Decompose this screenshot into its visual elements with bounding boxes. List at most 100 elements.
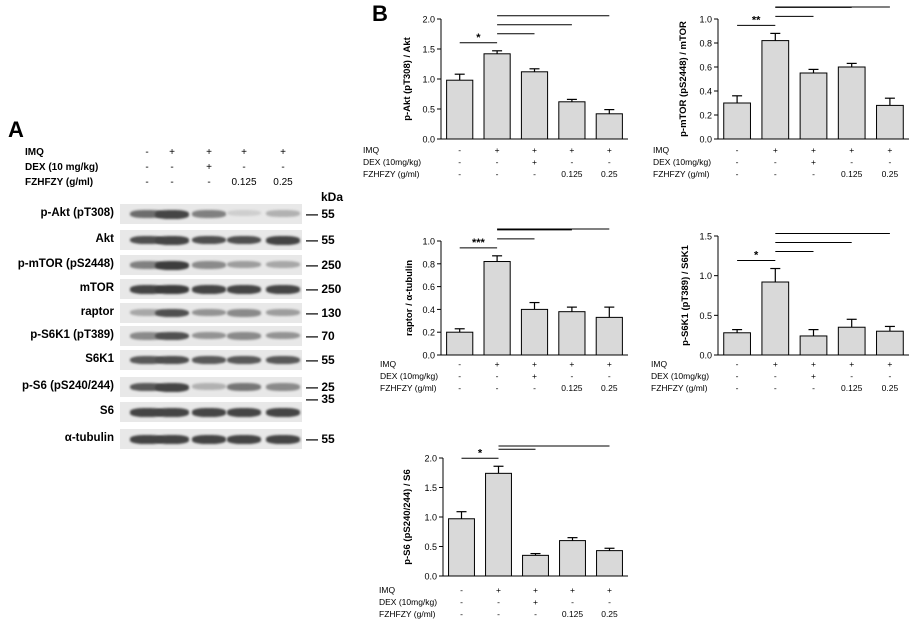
y-tick-label: 0.5	[424, 542, 437, 552]
y-tick-label: 0.0	[699, 351, 712, 361]
treatment-value: 0.125	[561, 169, 583, 179]
bar	[876, 104, 904, 140]
blot-band	[192, 332, 226, 340]
bar	[520, 71, 549, 140]
kda-marker: — 35	[306, 392, 335, 406]
y-tick-label: 0.4	[699, 87, 712, 97]
panel-label-b: B	[372, 1, 388, 26]
blot-band	[266, 435, 300, 444]
blot-band	[155, 332, 189, 341]
treatment-value: -	[812, 383, 815, 393]
significance-label: *	[754, 250, 759, 262]
y-tick-label: 0.0	[422, 135, 435, 145]
y-tick-label: 0.2	[699, 111, 712, 121]
y-tick-label: 1.0	[424, 513, 437, 523]
blot-band	[192, 285, 226, 294]
treatment-value: 0.125	[841, 169, 863, 179]
treatment-value: -	[496, 169, 499, 179]
treatment-value: +	[280, 147, 286, 158]
treatment-value: +	[570, 585, 575, 595]
bar	[485, 472, 512, 577]
treatment-value: +	[887, 145, 892, 155]
treatment-value: 0.125	[841, 383, 863, 393]
y-tick-label: 0.4	[422, 305, 435, 315]
bar	[837, 326, 866, 356]
blot-band	[130, 332, 164, 340]
treatment-value: -	[774, 169, 777, 179]
treatment-value: 0.25	[273, 177, 293, 188]
blot-band	[130, 210, 164, 218]
kda-header: kDa	[321, 190, 344, 204]
treatment-value: -	[145, 177, 149, 188]
kda-marker: — 70	[306, 329, 335, 343]
y-axis-label: p-mTOR (pS2448) / mTOR	[678, 21, 689, 137]
blot-row-label: p-S6K1 (pT389)	[30, 329, 114, 341]
treatment-value: 0.25	[601, 383, 618, 393]
blot-row-label: p-Akt (pT308)	[40, 207, 114, 219]
treatment-row-label: IMQ	[653, 145, 669, 155]
treatment-value: -	[170, 177, 174, 188]
treatment-value: -	[736, 169, 739, 179]
treatment-value: -	[850, 371, 853, 381]
treatment-row-label: DEX (10mg/kg)	[653, 157, 711, 167]
blot-band	[130, 261, 164, 269]
treatment-row-label: FZHFZY (g/ml)	[363, 169, 420, 179]
treatment-value: -	[888, 371, 891, 381]
blot-band	[266, 332, 300, 340]
bar	[448, 518, 475, 577]
blot-band	[227, 383, 261, 391]
treatment-value: +	[206, 147, 212, 158]
treatment-value: -	[736, 145, 739, 155]
treatment-value: -	[458, 359, 461, 369]
treatment-value: -	[497, 609, 500, 619]
blot-band	[155, 210, 189, 219]
treatment-value: +	[849, 145, 854, 155]
bar	[837, 66, 866, 140]
treatment-row-label: DEX (10mg/kg)	[363, 157, 421, 167]
treatment-value: -	[496, 157, 499, 167]
treatment-value: 0.25	[882, 383, 899, 393]
blot-band	[266, 261, 300, 269]
treatment-value: +	[607, 585, 612, 595]
blot-band	[266, 356, 300, 365]
blot-band	[266, 309, 300, 317]
blot-band	[130, 383, 164, 392]
treatment-value: -	[774, 383, 777, 393]
blot-band	[130, 285, 164, 294]
blot-band	[266, 383, 300, 391]
treatment-value: +	[241, 147, 247, 158]
treatment-row-label: FZHFZY (g/ml)	[651, 383, 708, 393]
bar	[446, 331, 474, 356]
kda-marker: — 55	[306, 233, 335, 247]
blot-band	[155, 285, 189, 294]
significance-label: **	[752, 14, 761, 26]
kda-marker: — 55	[306, 432, 335, 446]
treatment-value: -	[774, 371, 777, 381]
treatment-row-label: IMQ	[380, 359, 396, 369]
bar	[799, 335, 828, 356]
blot-band	[192, 236, 226, 245]
treatment-value: -	[571, 597, 574, 607]
treatment-value: -	[812, 169, 815, 179]
bar	[558, 101, 586, 140]
treatment-value: -	[736, 359, 739, 369]
kda-marker: — 250	[306, 282, 342, 296]
treatment-row-label: DEX (10mg/kg)	[379, 597, 437, 607]
y-tick-label: 0.8	[699, 39, 712, 49]
blot-band	[266, 408, 300, 417]
treatment-value: -	[460, 609, 463, 619]
bar	[483, 261, 511, 356]
blot-band	[155, 408, 189, 417]
y-tick-label: 1.5	[699, 232, 712, 242]
treatment-value: +	[811, 359, 816, 369]
bar	[595, 316, 623, 356]
treatment-value: -	[608, 597, 611, 607]
treatment-value: -	[458, 371, 461, 381]
blot-band	[227, 285, 261, 294]
treatment-value: 0.25	[882, 169, 899, 179]
treatment-value: +	[607, 145, 612, 155]
treatment-value: -	[570, 157, 573, 167]
treatment-value: +	[532, 371, 537, 381]
kda-marker: — 250	[306, 258, 342, 272]
treatment-value: 0.125	[561, 383, 583, 393]
